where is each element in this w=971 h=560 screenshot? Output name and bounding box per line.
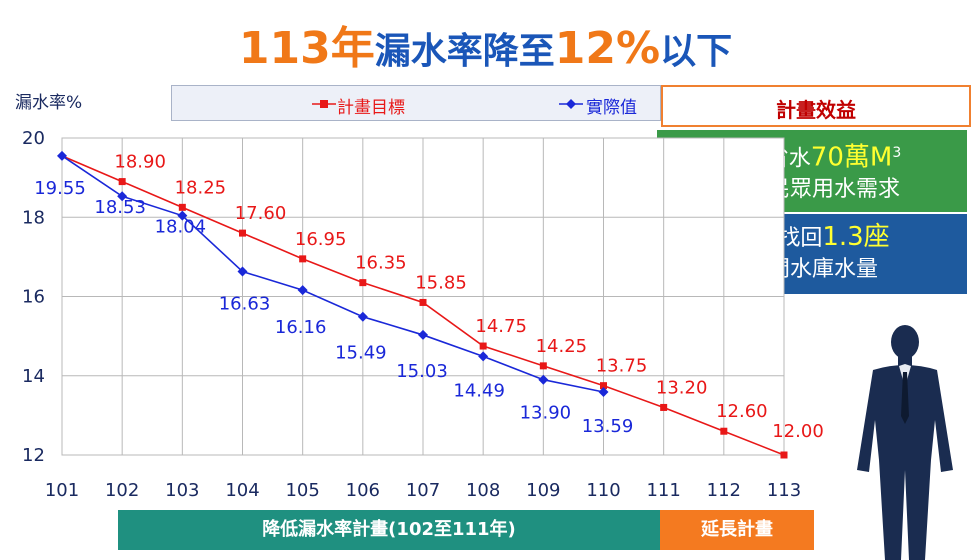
legend-target-label: 計畫目標: [337, 98, 405, 118]
x-tick-label: 105: [285, 480, 319, 501]
target-point: [780, 451, 788, 459]
x-tick-label: 111: [646, 480, 680, 501]
x-tick-label: 102: [105, 480, 139, 501]
actual-point: [117, 191, 128, 202]
y-tick-label: 14: [22, 366, 45, 387]
actual-point: [418, 329, 428, 340]
title-year: 113年: [238, 23, 375, 74]
actual-point: [598, 386, 609, 397]
page-title: 113年漏水率降至12%以下: [0, 12, 971, 76]
actual-data-label: 16.63: [219, 294, 271, 315]
actual-data-label: 14.49: [453, 380, 505, 401]
actual-point: [357, 311, 368, 322]
target-data-label: 13.20: [656, 377, 708, 398]
actual-data-label: 19.55: [34, 178, 86, 199]
x-tick-label: 107: [406, 480, 440, 501]
target-point: [539, 362, 547, 370]
target-point: [299, 255, 307, 263]
x-tick-label: 112: [707, 480, 741, 501]
target-data-label: 12.60: [716, 401, 768, 422]
target-data-label: 16.95: [295, 229, 347, 250]
plan-period-bar: 降低漏水率計畫(102至111年): [118, 510, 660, 550]
target-point: [479, 342, 487, 350]
chart-legend: 計畫目標 實際值: [171, 85, 661, 121]
y-tick-label: 20: [22, 128, 45, 149]
target-data-label: 15.85: [415, 272, 467, 293]
actual-point: [237, 266, 248, 277]
actual-data-label: 13.90: [520, 403, 572, 424]
target-data-label: 16.35: [355, 253, 407, 274]
actual-series-line: [61, 155, 604, 393]
x-tick-label: 106: [346, 480, 380, 501]
x-tick-label: 101: [45, 480, 79, 501]
target-point: [359, 279, 367, 287]
y-tick-label: 12: [22, 445, 45, 466]
target-data-label: 13.75: [596, 356, 648, 377]
target-point: [118, 178, 126, 186]
actual-point: [538, 374, 549, 385]
target-data-label: 17.60: [235, 203, 287, 224]
actual-point: [297, 285, 308, 296]
x-tick-label: 110: [586, 480, 620, 501]
target-data-label: 18.90: [114, 152, 166, 173]
actual-data-label: 18.04: [155, 217, 207, 238]
legend-target-marker: [312, 100, 336, 108]
title-text: 漏水率降至: [374, 31, 555, 72]
actual-data-label: 13.59: [582, 416, 634, 437]
actual-data-label: 15.49: [335, 343, 387, 364]
target-point: [600, 382, 607, 390]
x-tick-label: 109: [526, 480, 560, 501]
extension-plan-bar: 延長計畫: [660, 510, 814, 550]
title-suffix: 以下: [660, 31, 733, 72]
x-tick-label: 113: [767, 480, 801, 501]
x-tick-label: 104: [225, 480, 259, 501]
target-point: [239, 229, 246, 237]
target-data-label: 14.25: [536, 336, 588, 357]
y-tick-label: 18: [22, 207, 45, 228]
benefit-header: 計畫效益: [661, 85, 971, 127]
target-data-label: 12.00: [772, 421, 824, 442]
title-target: 12%: [554, 23, 661, 74]
target-point: [720, 427, 728, 435]
target-point: [178, 203, 186, 211]
target-point: [660, 403, 668, 411]
target-data-label: 14.75: [475, 316, 527, 337]
x-tick-label: 103: [165, 480, 199, 501]
businessman-silhouette-icon: [857, 325, 953, 560]
actual-data-label: 15.03: [396, 361, 448, 382]
x-tick-label: 108: [466, 480, 500, 501]
legend-actual-label: 實際值: [586, 98, 637, 118]
actual-point: [57, 150, 67, 161]
actual-data-label: 18.53: [94, 197, 146, 218]
target-data-label: 18.25: [175, 177, 227, 198]
y-axis-label: 漏水率%: [15, 93, 82, 113]
actual-point: [478, 351, 489, 362]
legend-actual-marker: [559, 99, 583, 109]
y-tick-label: 16: [22, 287, 45, 308]
actual-point: [177, 210, 188, 221]
actual-data-label: 16.16: [275, 317, 327, 338]
target-point: [419, 298, 427, 306]
